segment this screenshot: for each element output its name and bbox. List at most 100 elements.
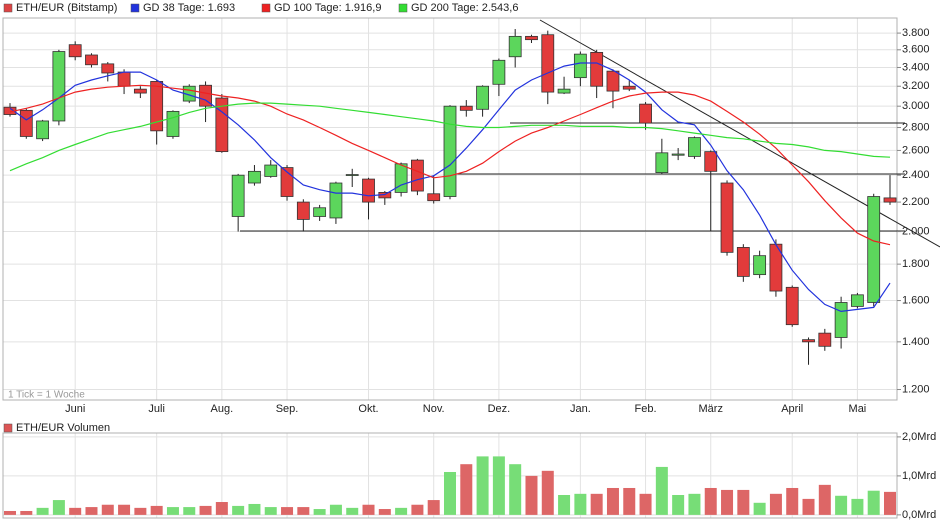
volume-bar (69, 507, 82, 515)
moving-average-line (9, 62, 891, 313)
volume-bar (509, 464, 522, 515)
volume-bar (851, 498, 864, 515)
y-tick-label: 2.000 (902, 225, 930, 237)
volume-bar (818, 484, 831, 515)
candle-body (443, 105, 457, 197)
candle-body (476, 85, 489, 110)
volume-bar (574, 493, 587, 515)
volume-bar (688, 493, 701, 515)
legend-label: ETH/EUR (Bitstamp) (16, 2, 117, 14)
volume-bar (297, 507, 310, 515)
y-tick-label: 2.200 (902, 196, 930, 208)
volume-bar (183, 507, 196, 515)
volume-bar (264, 507, 277, 515)
volume-bar (215, 502, 228, 515)
candle-body (85, 54, 98, 66)
volume-bar (329, 504, 342, 515)
candle-body (296, 201, 310, 220)
volume-bar (411, 504, 424, 515)
y-tick-label: 3.200 (902, 80, 930, 92)
legend-label: ETH/EUR Volumen (16, 422, 110, 434)
volume-bar (232, 505, 245, 515)
candle-body (133, 88, 147, 94)
candle-body (166, 110, 180, 137)
legend-swatch (398, 3, 408, 13)
x-tick-label: April (781, 403, 803, 415)
volume-bar (395, 507, 408, 515)
candle-body (329, 182, 343, 219)
candle-body (834, 302, 848, 338)
volume-bar (525, 475, 538, 515)
candle-body (867, 196, 881, 303)
volume-bar (606, 487, 619, 515)
x-tick-label: Mai (849, 403, 867, 415)
y-tick-label: 2,0Mrd (902, 431, 936, 443)
volume-bar (672, 494, 685, 515)
y-tick-label: 1.200 (902, 383, 930, 395)
candle-body (36, 120, 49, 140)
x-tick-label: März (699, 403, 723, 415)
candle-body (492, 59, 506, 85)
candle-body (313, 207, 327, 217)
y-tick-label: 3.000 (902, 100, 930, 112)
candle-body (851, 294, 864, 307)
volume-bar (590, 493, 603, 515)
volume-bar (802, 498, 815, 515)
legend-label: GD 200 Tage: 2.543,6 (411, 2, 518, 14)
candle-body (736, 247, 750, 277)
candle-body (622, 85, 636, 90)
candle-body (150, 81, 164, 132)
volume-bar (4, 510, 16, 515)
candle-body (264, 164, 278, 177)
y-tick-label: 2.800 (902, 121, 930, 133)
price-panel (2, 17, 898, 401)
moving-average-line (9, 102, 891, 172)
candle-body (345, 174, 359, 176)
legend-label: GD 100 Tage: 1.916,9 (274, 2, 381, 14)
volume-bar (867, 490, 880, 515)
candle-body (525, 35, 538, 41)
y-tick-label: 2.600 (902, 144, 930, 156)
volume-bar (721, 489, 734, 515)
moving-average-line (9, 84, 891, 246)
candle-body (362, 178, 375, 203)
candle-body (394, 163, 408, 193)
candle-body (199, 84, 212, 107)
y-tick-label: 3.600 (902, 44, 930, 56)
volume-bar (281, 507, 294, 515)
volume-bar (36, 507, 49, 515)
candle-body (720, 182, 734, 253)
candle-body (590, 51, 604, 87)
candle-body (753, 255, 767, 276)
volume-bar (444, 471, 456, 515)
volume-bar (460, 464, 473, 515)
volume-bar (786, 487, 799, 515)
x-tick-label: Nov. (423, 403, 445, 415)
volume-bar (150, 505, 163, 515)
volume-bar (835, 495, 848, 515)
volume-bar (134, 507, 147, 515)
volume-bar (248, 503, 261, 515)
candle-body (655, 152, 669, 174)
x-tick-label: Jan. (570, 403, 591, 415)
x-tick-label: Sep. (276, 403, 299, 415)
candle-body (704, 151, 718, 172)
volume-bar (199, 505, 212, 515)
candle-body (427, 193, 441, 202)
volume-bar (313, 509, 326, 515)
volume-bar (118, 504, 131, 515)
x-tick-label: Feb. (635, 403, 657, 415)
candle-body (215, 97, 229, 153)
volume-bar (558, 494, 571, 515)
candle-body (688, 137, 701, 157)
legend-swatch (261, 3, 271, 13)
y-tick-label: 1.800 (902, 258, 930, 270)
volume-bar (623, 487, 636, 515)
volume-bar (85, 507, 98, 515)
annotation: 1 Tick = 1 Woche (8, 390, 85, 401)
candle-body (508, 35, 522, 58)
candle-body (411, 159, 424, 192)
candle-body (883, 197, 897, 203)
